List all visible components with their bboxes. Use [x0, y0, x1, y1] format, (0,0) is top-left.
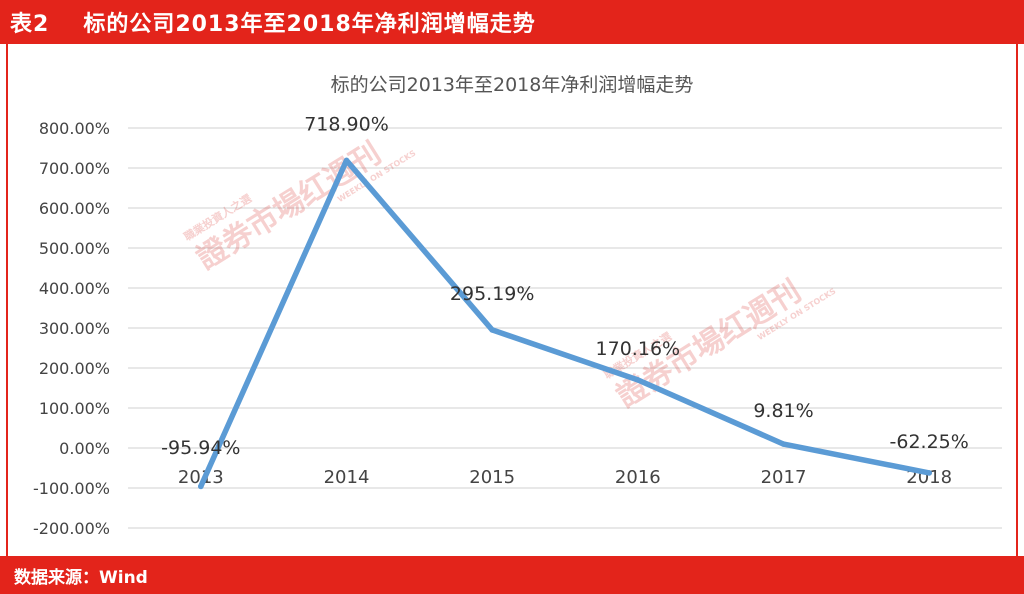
data-label: 718.90%: [304, 113, 389, 135]
y-tick-label: 700.00%: [39, 159, 110, 178]
y-tick-label: 400.00%: [39, 279, 110, 298]
x-tick-label: 2014: [324, 467, 370, 488]
chart-title: 标的公司2013年至2018年净利润增幅走势: [331, 74, 694, 96]
y-tick-label: 500.00%: [39, 239, 110, 258]
data-label: -95.94%: [161, 437, 240, 459]
data-point: [489, 327, 495, 333]
x-tick-label: 2015: [469, 467, 515, 488]
table-label: 表2: [10, 12, 50, 37]
y-tick-label: 600.00%: [39, 199, 110, 218]
y-tick-label: 100.00%: [39, 399, 110, 418]
data-label: -62.25%: [890, 431, 969, 453]
chart-frame: [6, 44, 1018, 556]
data-point: [198, 483, 204, 490]
data-point: [926, 470, 932, 476]
x-tick-label: 2016: [615, 467, 661, 488]
y-tick-label: 0.00%: [59, 439, 110, 458]
series-line: [198, 157, 932, 490]
watermark-main: 證券市場红週刊: [191, 136, 388, 277]
header-bar: 表2 标的公司2013年至2018年净利润增幅走势: [0, 0, 1024, 44]
data-label: 170.16%: [596, 338, 681, 360]
data-label: 295.19%: [450, 283, 535, 305]
data-point: [780, 441, 787, 447]
data-label: 9.81%: [753, 400, 813, 422]
header-title: 标的公司2013年至2018年净利润增幅走势: [83, 12, 536, 37]
y-tick-label: 200.00%: [39, 359, 110, 378]
data-point: [635, 377, 641, 383]
y-tick-label: 300.00%: [39, 319, 110, 338]
footer-bar: 数据来源：Wind: [0, 556, 1024, 594]
y-tick-label: -100.00%: [33, 479, 110, 498]
data-point: [343, 157, 350, 164]
y-tick-label: 800.00%: [39, 119, 110, 138]
data-source: 数据来源：Wind: [14, 567, 148, 588]
x-tick-label: 2017: [761, 467, 807, 488]
y-tick-label: -200.00%: [33, 519, 110, 538]
x-tick-label: 2013: [178, 467, 224, 488]
